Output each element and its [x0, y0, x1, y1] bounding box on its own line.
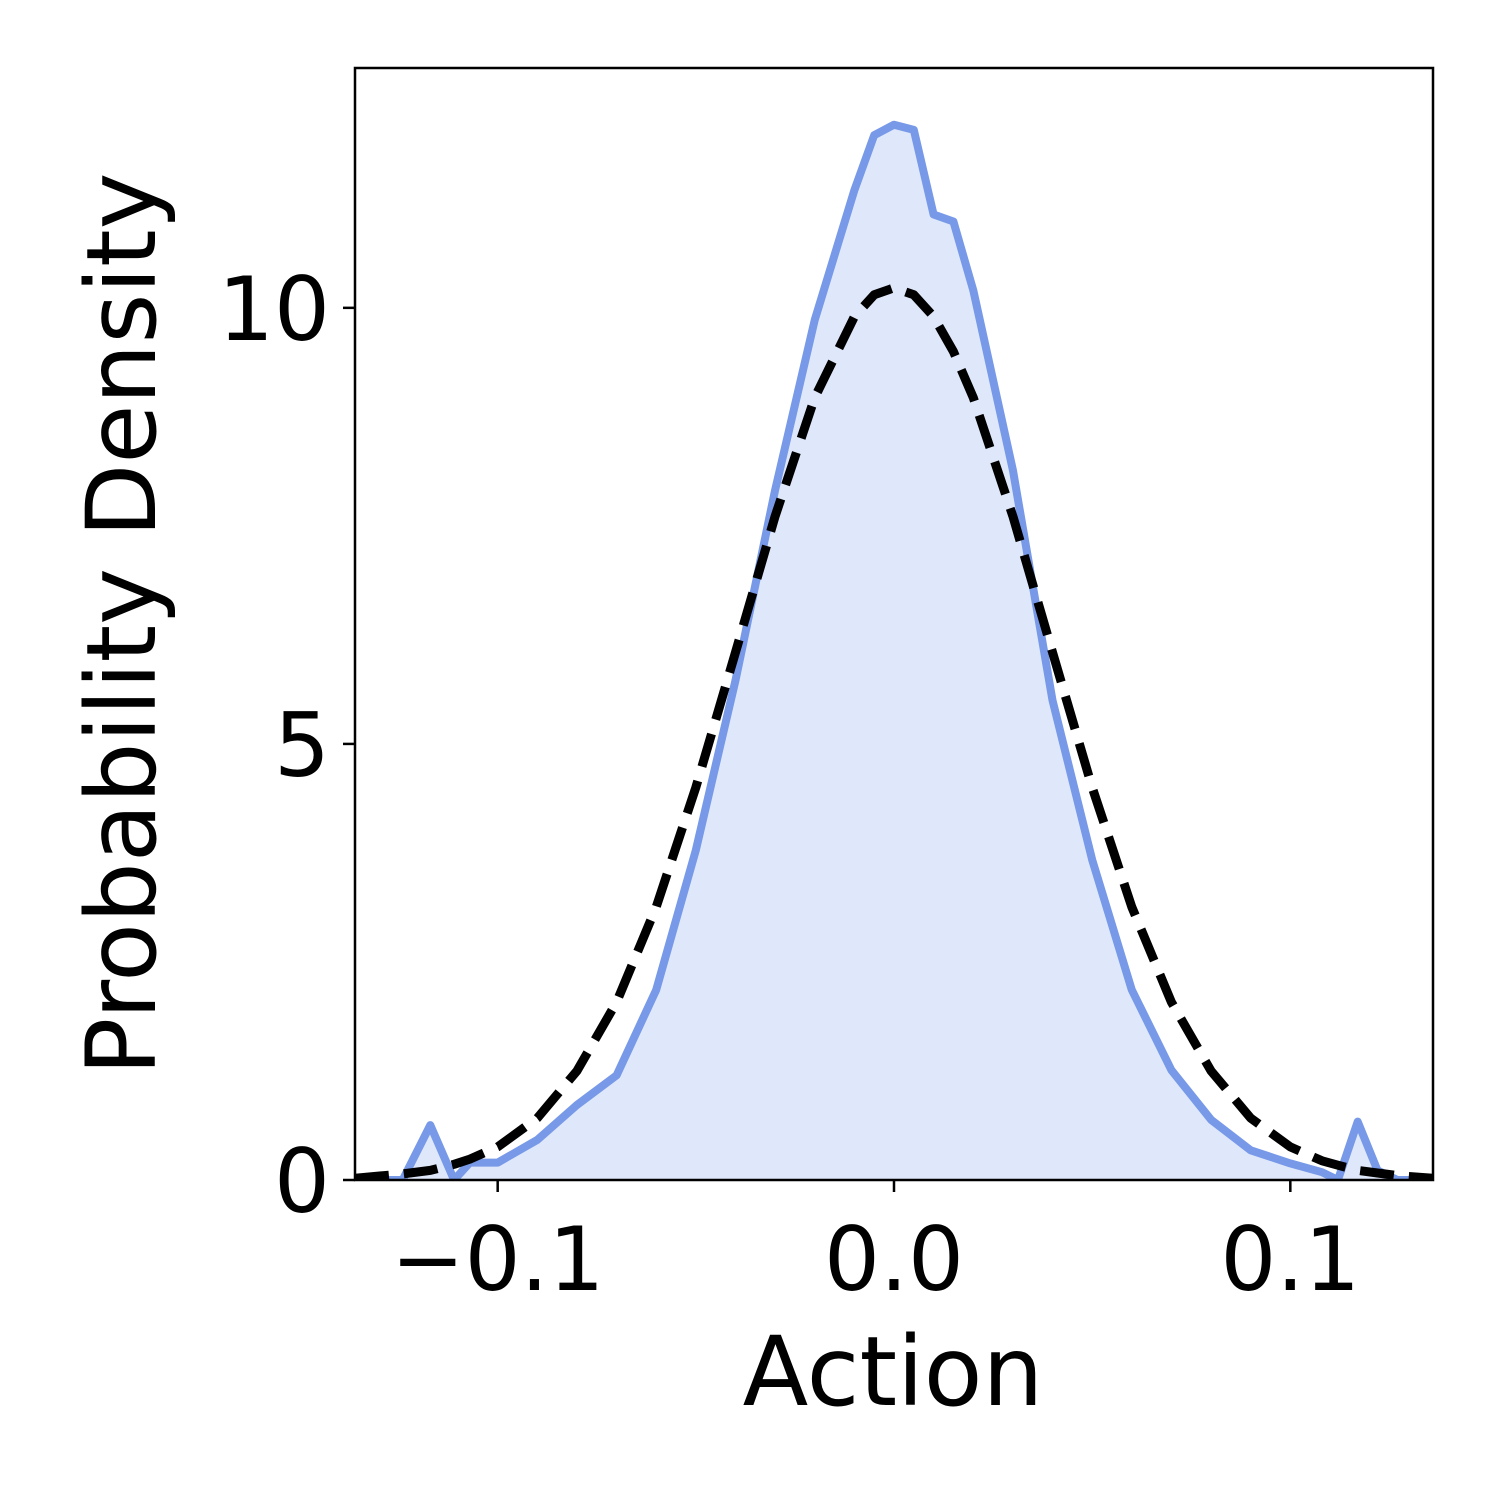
y-tick-label: 10 — [218, 258, 330, 361]
y-axis-label: Probability Density — [66, 173, 178, 1076]
x-tick-label: −0.1 — [391, 1208, 605, 1311]
line — [355, 120, 1433, 1180]
x-tick-label: 0.0 — [824, 1208, 964, 1311]
y-tick-label: 5 — [274, 694, 330, 797]
y-tick-label: 0 — [274, 1130, 330, 1233]
x-axis-label: Action — [743, 1316, 1044, 1428]
area — [355, 124, 1433, 1180]
line — [355, 283, 1433, 1180]
x-tick-label: 0.1 — [1220, 1208, 1360, 1311]
